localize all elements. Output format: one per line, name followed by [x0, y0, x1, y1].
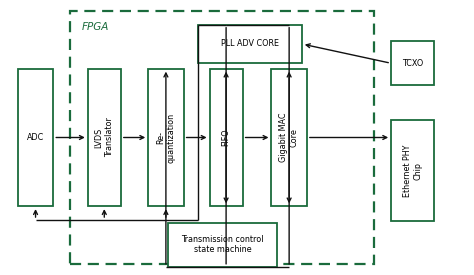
- Bar: [168, 223, 277, 267]
- Bar: [271, 69, 307, 206]
- Text: FIFO: FIFO: [222, 129, 230, 146]
- Text: Re-
quantization: Re- quantization: [156, 112, 175, 163]
- Bar: [391, 120, 434, 221]
- Text: Transmission control
state machine: Transmission control state machine: [182, 235, 264, 254]
- Bar: [148, 69, 184, 206]
- Text: Gigabit MAC
Core: Gigabit MAC Core: [280, 113, 299, 162]
- Text: ADC: ADC: [27, 133, 44, 142]
- Text: PLL ADV CORE: PLL ADV CORE: [221, 40, 279, 48]
- Text: TCXO: TCXO: [402, 59, 423, 68]
- Bar: [198, 25, 302, 63]
- Bar: [18, 69, 53, 206]
- Text: Ethernet PHY
Chip: Ethernet PHY Chip: [403, 144, 422, 197]
- Bar: [391, 41, 434, 85]
- Bar: [210, 69, 243, 206]
- Bar: [88, 69, 121, 206]
- Text: FPGA: FPGA: [82, 22, 109, 32]
- Text: LVDS
Translator: LVDS Translator: [95, 118, 114, 157]
- Bar: [70, 11, 374, 264]
